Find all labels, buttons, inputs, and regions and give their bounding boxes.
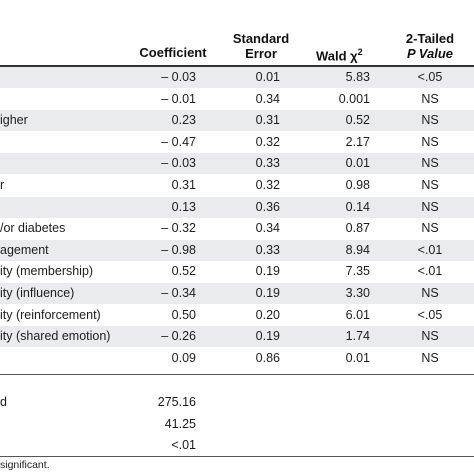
footer-rule [0, 456, 474, 457]
standard-error-cell: 0.19 [255, 264, 280, 279]
p-value-cell: NS [421, 350, 439, 365]
wald-cell: 0.98 [345, 178, 370, 192]
table-row: 0.13 0.36 0.14 NS [0, 196, 474, 218]
coefficient-cell: 0.13 [171, 199, 196, 214]
table-row: – 0.47 0.32 2.17 NS [0, 132, 474, 153]
p-value-cell: NS [421, 286, 439, 300]
col-header-se-line1: Standard [232, 31, 290, 46]
standard-error-cell: 0.33 [255, 242, 280, 257]
col-header-wald-text: Wald χ [316, 48, 358, 64]
col-header-p-line2: P Value [406, 46, 453, 61]
fit-value-1: 275.16 [157, 395, 196, 409]
standard-error-cell: 0.36 [255, 199, 280, 214]
table-row: agement – 0.98 0.33 8.94 <.01 [0, 239, 474, 261]
coefficient-cell: 0.23 [171, 113, 196, 128]
coefficient-cell: – 0.03 [161, 156, 196, 171]
row-label: ity (reinforcement) [0, 307, 101, 322]
coefficient-cell: 0.50 [171, 307, 196, 322]
row-label: igher [0, 113, 28, 128]
coefficient-cell: – 0.03 [161, 70, 196, 84]
wald-cell: 2.17 [345, 134, 370, 149]
coefficient-cell: 0.09 [171, 350, 196, 365]
standard-error-cell: 0.32 [255, 178, 280, 192]
table-row: ity (reinforcement) 0.50 0.20 6.01 <.05 [0, 305, 474, 326]
p-value-cell: NS [421, 91, 439, 106]
wald-cell: 0.01 [345, 350, 370, 365]
wald-cell: 7.35 [345, 264, 370, 279]
col-header-p-line1: 2-Tailed [405, 31, 455, 46]
footnote: significant. [0, 459, 50, 471]
fit-value-3: <.01 [171, 438, 196, 452]
standard-error-cell: 0.86 [255, 350, 280, 365]
wald-cell: 1.74 [345, 329, 370, 344]
table-row: – 0.03 0.01 5.83 <.05 [0, 67, 474, 88]
standard-error-cell: 0.31 [255, 113, 280, 128]
row-label: ity (membership) [0, 264, 94, 279]
coefficient-cell: – 0.32 [161, 221, 196, 236]
table-row: ity (influence) – 0.34 0.19 3.30 NS [0, 283, 474, 304]
table-row: igher 0.23 0.31 0.52 NS [0, 110, 474, 132]
p-value-cell: NS [421, 134, 439, 149]
wald-cell: 0.14 [345, 199, 370, 214]
col-header-wald-sup: 2 [357, 47, 363, 57]
table-row: r 0.31 0.32 0.98 NS [0, 175, 474, 196]
col-header-coefficient: Coefficient [139, 45, 207, 60]
wald-cell: 5.83 [345, 70, 370, 84]
coefficient-cell: 0.52 [171, 264, 196, 279]
table-row: ity (membership) 0.52 0.19 7.35 <.01 [0, 261, 474, 282]
table-row: – 0.03 0.33 0.01 NS [0, 153, 474, 175]
table-row: ity (shared emotion) – 0.26 0.19 1.74 NS [0, 326, 474, 348]
coefficient-cell: – 0.98 [161, 242, 196, 257]
row-label: /or diabetes [0, 221, 66, 236]
col-header-se-line2: Error [245, 46, 277, 61]
row-label: r [0, 178, 5, 192]
wald-cell: 0.52 [345, 113, 370, 128]
standard-error-cell: 0.32 [255, 134, 280, 149]
wald-cell: 6.01 [345, 307, 370, 322]
table-row: /or diabetes – 0.32 0.34 0.87 NS [0, 218, 474, 239]
row-label: ity (shared emotion) [0, 329, 111, 344]
standard-error-cell: 0.19 [255, 286, 280, 300]
p-value-cell: <.05 [417, 70, 443, 84]
coefficient-cell: – 0.01 [161, 91, 196, 106]
row-label: ity (influence) [0, 286, 75, 300]
row-label: agement [0, 242, 49, 257]
standard-error-cell: 0.34 [255, 91, 280, 106]
coefficient-cell: 0.31 [171, 178, 196, 192]
standard-error-cell: 0.20 [255, 307, 280, 322]
fit-value-2: 41.25 [164, 417, 196, 431]
standard-error-cell: 0.01 [255, 70, 280, 84]
standard-error-cell: 0.34 [255, 221, 280, 236]
wald-cell: 0.001 [338, 91, 370, 106]
p-value-cell: <.05 [417, 307, 443, 322]
p-value-cell: NS [421, 199, 439, 214]
coefficient-cell: – 0.34 [161, 286, 196, 300]
p-value-cell: <.01 [417, 264, 443, 279]
body-rule [0, 374, 474, 375]
wald-cell: 8.94 [345, 242, 370, 257]
wald-cell: 0.87 [345, 221, 370, 236]
coefficient-cell: – 0.47 [161, 134, 196, 149]
table-row: – 0.01 0.34 0.001 NS [0, 89, 474, 110]
coefficient-cell: – 0.26 [161, 329, 196, 344]
header-rule [0, 65, 474, 67]
standard-error-cell: 0.19 [255, 329, 280, 344]
wald-cell: 3.30 [345, 286, 370, 300]
p-value-cell: NS [421, 221, 439, 236]
fit-label-1: d [0, 395, 7, 409]
p-value-cell: NS [421, 156, 439, 171]
p-value-cell: NS [421, 113, 439, 128]
wald-cell: 0.01 [345, 156, 370, 171]
table-row: 0.09 0.86 0.01 NS [0, 348, 474, 369]
col-header-wald: Wald χ2 [316, 44, 376, 64]
p-value-cell: <.01 [417, 242, 443, 257]
standard-error-cell: 0.33 [255, 156, 280, 171]
p-value-cell: NS [421, 329, 439, 344]
p-value-cell: NS [421, 178, 439, 192]
